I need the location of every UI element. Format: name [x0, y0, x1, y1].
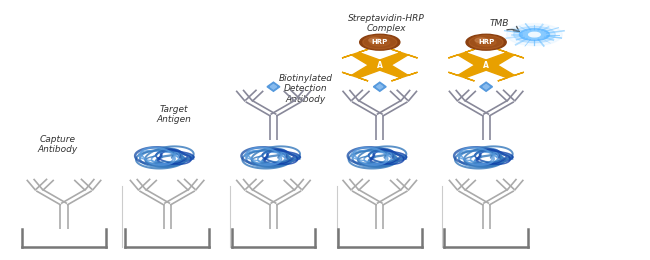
- Polygon shape: [448, 63, 493, 81]
- Circle shape: [369, 38, 381, 43]
- Polygon shape: [372, 63, 417, 81]
- Circle shape: [363, 35, 397, 49]
- Polygon shape: [479, 49, 524, 68]
- Text: Target
Antigen: Target Antigen: [156, 105, 191, 124]
- Text: Biotinylated
Detection
Antibody: Biotinylated Detection Antibody: [279, 74, 333, 104]
- Polygon shape: [376, 84, 383, 89]
- Polygon shape: [480, 82, 493, 91]
- Text: Capture
Antibody: Capture Antibody: [38, 135, 78, 154]
- Circle shape: [370, 38, 390, 46]
- Circle shape: [466, 34, 506, 50]
- Polygon shape: [373, 82, 386, 91]
- Text: HRP: HRP: [372, 39, 388, 45]
- Text: Streptavidin-HRP
Complex: Streptavidin-HRP Complex: [348, 14, 424, 33]
- Polygon shape: [342, 63, 387, 81]
- Polygon shape: [270, 84, 277, 89]
- Text: A: A: [483, 61, 489, 70]
- Text: TMB: TMB: [489, 19, 509, 28]
- Circle shape: [475, 38, 487, 43]
- Circle shape: [506, 24, 562, 46]
- Polygon shape: [448, 49, 493, 68]
- Circle shape: [469, 35, 503, 49]
- Circle shape: [476, 38, 496, 46]
- Polygon shape: [372, 49, 417, 68]
- Circle shape: [528, 32, 540, 37]
- Text: HRP: HRP: [478, 39, 494, 45]
- Polygon shape: [267, 82, 280, 91]
- Polygon shape: [342, 49, 387, 68]
- Polygon shape: [479, 63, 524, 81]
- Circle shape: [519, 29, 549, 41]
- Circle shape: [525, 31, 543, 38]
- Polygon shape: [476, 61, 497, 69]
- Circle shape: [514, 26, 555, 43]
- Polygon shape: [369, 61, 391, 69]
- Circle shape: [359, 34, 400, 50]
- Text: A: A: [377, 61, 383, 70]
- Polygon shape: [483, 84, 489, 89]
